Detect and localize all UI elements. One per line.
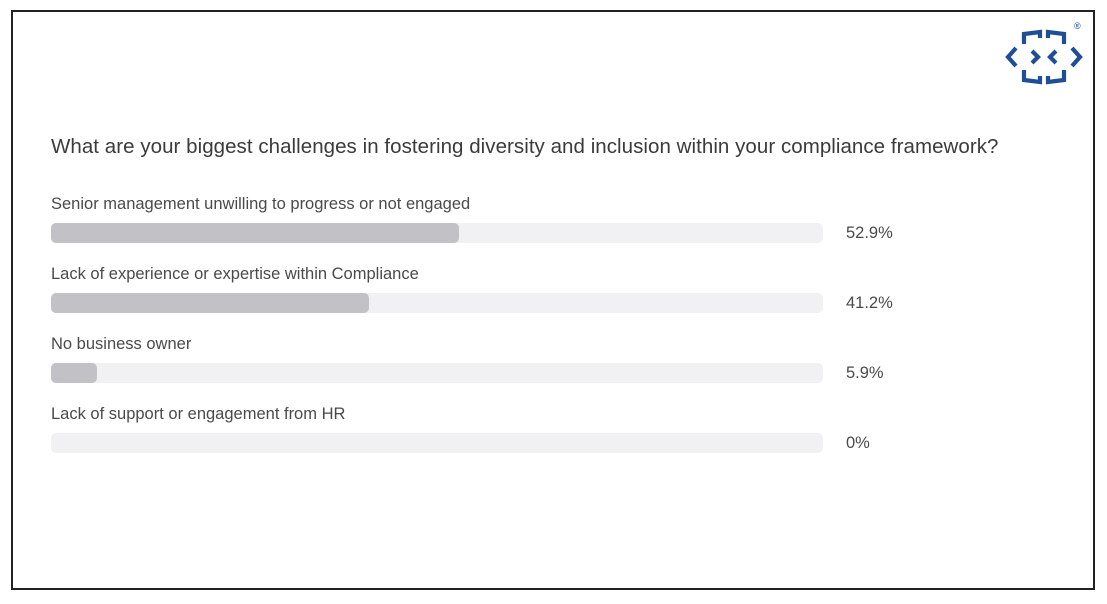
option-label: Lack of support or engagement from HR (51, 405, 346, 423)
poll-option: No business owner 5.9% (51, 335, 911, 397)
percent-label: 5.9% (846, 364, 884, 382)
percent-label: 52.9% (846, 224, 893, 242)
option-label: Senior management unwilling to progress … (51, 195, 471, 213)
option-label: Lack of experience or expertise within C… (51, 265, 419, 283)
percent-label: 41.2% (846, 294, 893, 312)
poll-question: What are your biggest challenges in fost… (51, 135, 999, 158)
bar-track (51, 363, 823, 383)
poll-option: Lack of support or engagement from HR 0% (51, 405, 911, 467)
logo-icon (1005, 29, 1083, 85)
bar-track (51, 293, 823, 313)
poll-option: Lack of experience or expertise within C… (51, 265, 911, 327)
poll-card: ® What are your biggest challenges in fo… (11, 10, 1095, 590)
bar (51, 223, 460, 243)
bar-track (51, 433, 823, 453)
bar (51, 293, 370, 313)
percent-label: 0% (846, 434, 870, 452)
bar-track (51, 223, 823, 243)
registered-mark: ® (1074, 21, 1081, 31)
bar (51, 363, 97, 383)
poll-option: Senior management unwilling to progress … (51, 195, 911, 257)
option-label: No business owner (51, 335, 192, 353)
